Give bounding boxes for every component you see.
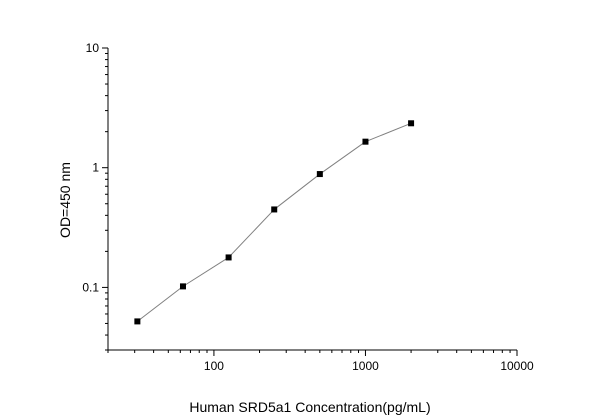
data-point (316, 171, 323, 178)
y-tick-label: 0.1 (82, 280, 99, 294)
series-points (134, 120, 415, 325)
line-segment (365, 122, 412, 143)
y-axis-ticks: 0.1 1 10 (82, 41, 108, 351)
data-point (271, 206, 278, 213)
x-tick-label: 100 (204, 359, 224, 373)
line-segment (273, 173, 321, 210)
data-point (134, 318, 141, 325)
plot-frame (107, 48, 517, 351)
line-segment (319, 141, 366, 175)
line-segment (228, 209, 275, 258)
x-axis-title: Human SRD5a1 Concentration(pg/mL) (189, 399, 430, 415)
data-point (179, 283, 186, 290)
line-segment (182, 257, 229, 287)
y-tick-label: 1 (92, 161, 99, 175)
data-point (362, 138, 369, 145)
x-axis-ticks: 100 1000 10000 (107, 350, 534, 373)
y-tick-label: 10 (86, 41, 100, 55)
data-point (408, 120, 415, 127)
y-axis-title: OD=450 nm (57, 162, 73, 238)
series-lines (137, 122, 412, 322)
x-tick-label: 10000 (500, 359, 534, 373)
line-segment (137, 285, 184, 322)
x-tick-label: 1000 (352, 359, 379, 373)
data-point (225, 254, 232, 261)
